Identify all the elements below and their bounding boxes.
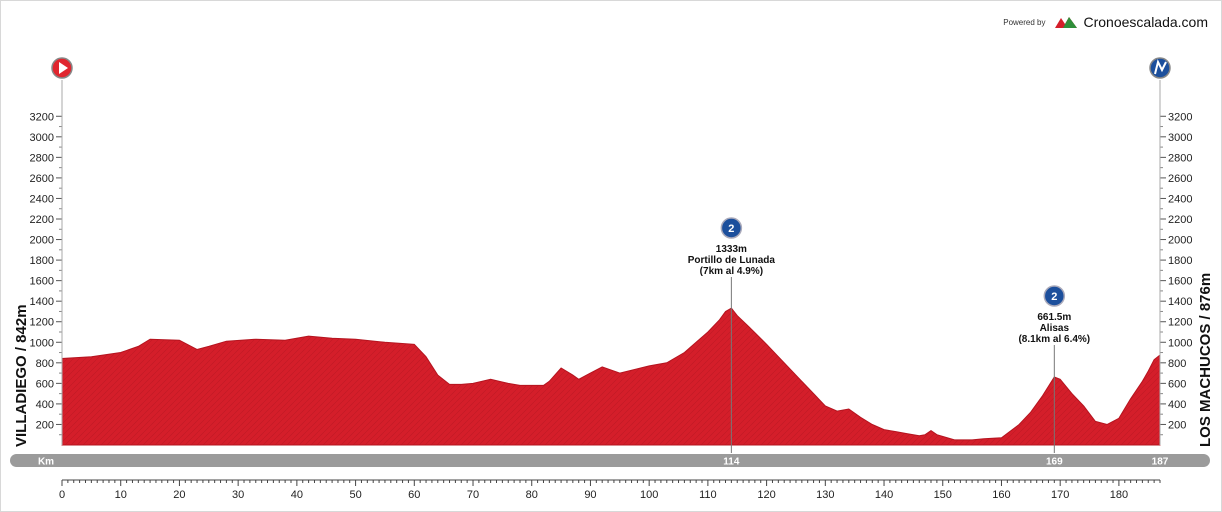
brand-name: Cronoescalada.com: [1083, 14, 1208, 30]
climb-detail: (8.1km al 6.4%): [1018, 334, 1090, 345]
x-tick-label: 80: [526, 489, 538, 501]
left-elevation-axis: 200 400 600 800 1000 1200 1400 1600 1800 2000 2200…: [30, 111, 62, 436]
y-tick-label-left: 1600: [30, 276, 54, 288]
km-bar-label: Km: [38, 457, 54, 468]
y-tick-label-left: 2600: [30, 173, 54, 185]
y-tick-label-left: 1200: [30, 317, 54, 329]
x-tick-label: 70: [467, 489, 479, 501]
x-tick-label: 40: [291, 489, 303, 501]
y-tick-label-left: 200: [36, 419, 54, 431]
x-tick-label: 0: [59, 489, 65, 501]
x-tick-label: 130: [816, 489, 834, 501]
start-icon: [51, 57, 73, 79]
y-tick-label-right: 1800: [1168, 255, 1192, 267]
climb-category-badge-icon: 2: [720, 217, 743, 239]
x-tick-label: 50: [349, 489, 361, 501]
x-tick-label: 150: [934, 489, 952, 501]
y-tick-label-right: 400: [1168, 399, 1186, 411]
climb-elevation: 1333m: [716, 244, 747, 255]
x-tick-label: 30: [232, 489, 244, 501]
km-bar-mark: 169: [1046, 457, 1063, 468]
start-label: VILLADIEGO / 842m: [13, 304, 30, 447]
x-tick-label: 180: [1110, 489, 1128, 501]
y-tick-label-left: 800: [36, 358, 54, 370]
y-tick-label-right: 600: [1168, 378, 1186, 390]
y-tick-label-right: 1000: [1168, 337, 1192, 349]
climb-elevation: 661.5m: [1037, 312, 1071, 323]
y-tick-label-right: 200: [1168, 419, 1186, 431]
km-bar-track: [10, 454, 1210, 467]
y-tick-label-right: 2000: [1168, 235, 1192, 247]
x-tick-label: 20: [173, 489, 185, 501]
y-tick-label-right: 3200: [1168, 111, 1192, 123]
y-tick-label-left: 3200: [30, 111, 54, 123]
x-tick-label: 90: [584, 489, 596, 501]
x-tick-label: 110: [699, 489, 717, 501]
y-tick-label-left: 1800: [30, 255, 54, 267]
y-tick-label-right: 2800: [1168, 152, 1192, 164]
km-bar-mark: 187: [1152, 457, 1169, 468]
climb-name: Alisas: [1040, 323, 1070, 334]
mountain-logo-icon: [1055, 17, 1078, 28]
right-elevation-axis: 200 400 600 800 1000 1200 1400 1600 1800 2000 2200…: [1160, 111, 1192, 436]
elevation-profile-area: [61, 307, 1161, 446]
y-tick-label-right: 1400: [1168, 296, 1192, 308]
y-tick-label-left: 3000: [30, 132, 54, 144]
km-bar: Km 114 169 187: [10, 454, 1210, 468]
y-tick-label-left: 2800: [30, 152, 54, 164]
y-tick-label-right: 2600: [1168, 173, 1192, 185]
y-tick-label-left: 1400: [30, 296, 54, 308]
x-tick-label: 170: [1051, 489, 1069, 501]
x-tick-label: 120: [757, 489, 775, 501]
y-tick-label-right: 2200: [1168, 214, 1192, 226]
y-tick-label-left: 2400: [30, 193, 54, 205]
y-tick-label-right: 800: [1168, 358, 1186, 370]
x-tick-label: 140: [875, 489, 893, 501]
finish-label: LOS MACHUCOS / 876m: [1197, 273, 1214, 447]
finish-icon: [1149, 57, 1171, 79]
x-tick-label: 10: [115, 489, 127, 501]
svg-text:2: 2: [728, 223, 734, 235]
km-bar-mark: 114: [723, 457, 740, 468]
y-tick-label-left: 2200: [30, 214, 54, 226]
y-tick-label-left: 400: [36, 399, 54, 411]
svg-text:2: 2: [1051, 291, 1057, 303]
x-tick-label: 160: [992, 489, 1010, 501]
climb-name: Portillo de Lunada: [688, 255, 776, 266]
y-tick-label-right: 1600: [1168, 276, 1192, 288]
powered-by[interactable]: Powered by Cronoescalada.com: [1003, 14, 1208, 30]
distance-axis: 0 10 20 30 40 50 60 70 80 90 100 110 120 130 140 150 160…: [59, 479, 1161, 501]
x-tick-label: 60: [408, 489, 420, 501]
y-tick-label-left: 2000: [30, 235, 54, 247]
y-tick-label-right: 1200: [1168, 317, 1192, 329]
y-tick-label-right: 2400: [1168, 193, 1192, 205]
y-tick-label-left: 600: [36, 378, 54, 390]
climb-category-badge-icon: 2: [1043, 285, 1066, 307]
climb-detail: (7km al 4.9%): [700, 266, 763, 277]
y-tick-label-left: 1000: [30, 337, 54, 349]
powered-by-label: Powered by: [1003, 17, 1046, 27]
y-tick-label-right: 3000: [1168, 132, 1192, 144]
x-tick-label: 100: [640, 489, 658, 501]
